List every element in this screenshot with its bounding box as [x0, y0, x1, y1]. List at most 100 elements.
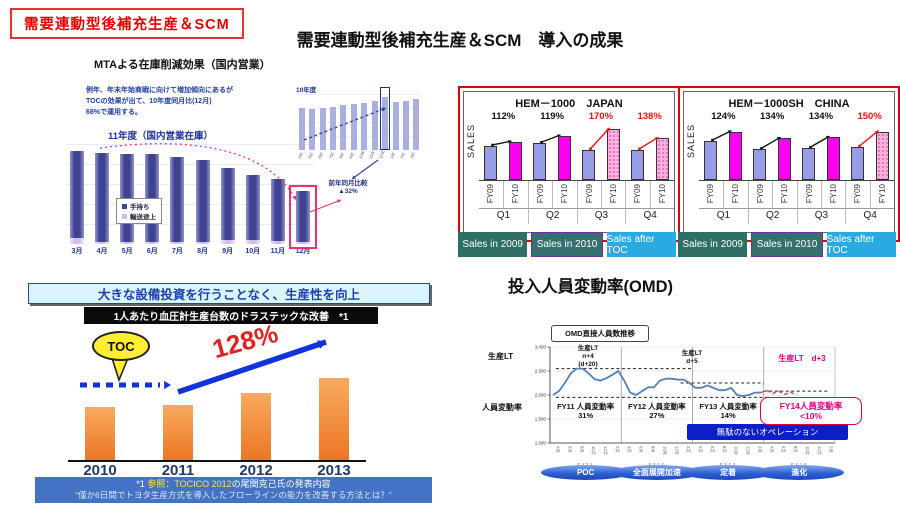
- omd-lt-annotation-2: 生産LT d+5: [681, 350, 703, 365]
- fy-axis-cell: FY10: [502, 180, 528, 208]
- fy-label: FY10: [511, 184, 521, 204]
- hem-china-legend: Sales in 2009 Sales in 2010 Sales after TO…: [678, 232, 896, 257]
- hem-japan-panel: HEM－1000 JAPAN SALES 112% FY09 FY10 Q1 119% F…: [463, 91, 675, 233]
- fy-axis: FY09 FY10: [576, 180, 626, 209]
- month-label: 9月: [222, 248, 234, 255]
- legend-sales-after-toc: Sales after TOC: [826, 232, 896, 257]
- fy-axis-cell: FY09: [749, 180, 772, 208]
- inset-bar-5月: [308, 94, 316, 150]
- fy-axis-cell: FY09: [578, 180, 601, 208]
- legend-sales-in-2009: Sales in 2009: [678, 232, 748, 257]
- bar: [329, 106, 336, 150]
- phase-ellipse-FY11: POC: [540, 465, 631, 480]
- svg-text:12月: 12月: [673, 446, 679, 455]
- svg-text:6月: 6月: [780, 446, 786, 453]
- fy-label: FY10: [829, 184, 839, 204]
- omd-lt-annotation-3: 生産LT d+3: [778, 354, 826, 363]
- fy-label: FY09: [535, 184, 545, 204]
- month-label: 11月: [270, 248, 286, 255]
- month-label: 3月: [71, 248, 83, 255]
- inventory-section-title: MTAよる在庫削減効果（国内営業）: [94, 59, 271, 71]
- svg-text:2,500: 2,500: [535, 369, 547, 374]
- bar: [340, 105, 347, 150]
- onhand-segment: [245, 175, 260, 241]
- inset-bar-10月: [361, 94, 368, 150]
- fy-axis: FY09 FY10: [527, 180, 577, 209]
- fy-axis-cell: FY10: [722, 180, 748, 208]
- slide-tag-box: 需要連動型後補充生産＆SCM: [10, 8, 244, 39]
- legend-sales-after-toc: Sales after TOC: [606, 232, 676, 257]
- inventory-bar-3月: 3月: [66, 142, 88, 259]
- fy10-bar: [875, 131, 889, 180]
- variation-text: FY13 人員変動率: [699, 402, 757, 411]
- onhand-segment: [170, 156, 185, 243]
- inset-bar-4月: [298, 94, 305, 150]
- prod-col-2013: 2013: [306, 350, 362, 479]
- quarter-label: Q4: [625, 209, 674, 224]
- legend-sales-in-2010: Sales in 2010: [531, 232, 603, 257]
- bar: [350, 104, 357, 150]
- onhand-swatch: [122, 203, 127, 209]
- svg-text:6月: 6月: [566, 446, 572, 453]
- bar: [319, 107, 326, 150]
- variation-value: 27%: [649, 411, 665, 420]
- hem-japan-title: HEM－1000 JAPAN: [515, 98, 623, 110]
- fy-axis-cell: FY10: [552, 180, 576, 208]
- inset-bar-3月: [413, 94, 420, 150]
- fy-label: FY10: [877, 184, 887, 204]
- svg-text:4月: 4月: [768, 446, 774, 453]
- bar-wrap: [319, 350, 349, 460]
- bar-stack: [170, 142, 185, 244]
- baseline: [699, 180, 894, 181]
- fy-label: FY10: [609, 184, 619, 204]
- hem-china-groups: 124% FY09 FY10 Q1 134% FY09 FY10 Q2 134% FY09 FY10…: [699, 111, 894, 224]
- bar: [309, 109, 316, 150]
- fy10-bar: [655, 138, 669, 180]
- inventory-chart-title: 11年度（国内営業在庫）: [108, 131, 214, 142]
- svg-text:2月: 2月: [614, 446, 620, 453]
- growth-pct-label: 150%: [857, 111, 882, 122]
- bar-stack: [120, 142, 135, 244]
- svg-text:4月: 4月: [555, 446, 561, 453]
- hem-group-Q3: 134% FY09 FY10 Q3: [796, 111, 846, 224]
- inset-bar-9月: [350, 94, 357, 150]
- fy-axis-cell: FY09: [699, 180, 723, 208]
- inventory-bar-10月: 10月: [242, 142, 264, 259]
- bar-stack: [70, 142, 84, 244]
- bar-zone: [577, 124, 625, 180]
- transit-segment: [120, 242, 135, 244]
- inventory-note-line2: TOCの効果が出て、10年度同月比(12月): [86, 97, 212, 105]
- fy-label: FY10: [731, 184, 741, 204]
- growth-pct-label: 112%: [491, 111, 516, 122]
- bar: [402, 101, 409, 150]
- inventory-bar-7月: 7月: [166, 142, 188, 259]
- onhand-segment: [95, 152, 110, 243]
- fy-axis: FY09 FY10: [625, 180, 674, 209]
- quarter-label: Q4: [845, 209, 894, 224]
- variation-label-FY12: FY12 人員変動率 27%: [619, 402, 695, 420]
- growth-pct-label: 138%: [637, 111, 662, 122]
- bar-stack: [220, 142, 235, 244]
- fy10-bar: [729, 131, 743, 180]
- prod-col-2011: 2011: [150, 350, 206, 479]
- month-label: 4月: [96, 248, 108, 255]
- fy-axis: FY09 FY10: [747, 180, 797, 209]
- svg-text:6月: 6月: [638, 446, 644, 453]
- onhand-segment: [70, 151, 84, 238]
- year-label: 2012: [239, 462, 273, 479]
- hem-group-Q1: 124% FY09 FY10 Q1: [699, 111, 748, 224]
- fy-label: FY09: [486, 184, 496, 204]
- inset-bar-2月: [402, 94, 409, 150]
- hem-china-panel: HEM－1000SH CHINA SALES 124% FY09 FY10 Q1 134…: [683, 91, 895, 233]
- fy10-bar: [558, 136, 572, 180]
- svg-text:10月: 10月: [733, 446, 739, 455]
- inventory-legend-item-onhand: 手持ち: [122, 201, 156, 211]
- prod-bar: [85, 407, 115, 460]
- hem-japan-ylabel: SALES: [466, 124, 476, 159]
- inventory-bar-12月: 12月: [288, 142, 317, 259]
- bar-zone: [479, 124, 527, 180]
- fy09-bar: [850, 147, 864, 180]
- fy-axis-cell: FY09: [479, 180, 503, 208]
- quarter-label: Q3: [576, 209, 626, 224]
- year-label: 2013: [317, 462, 351, 479]
